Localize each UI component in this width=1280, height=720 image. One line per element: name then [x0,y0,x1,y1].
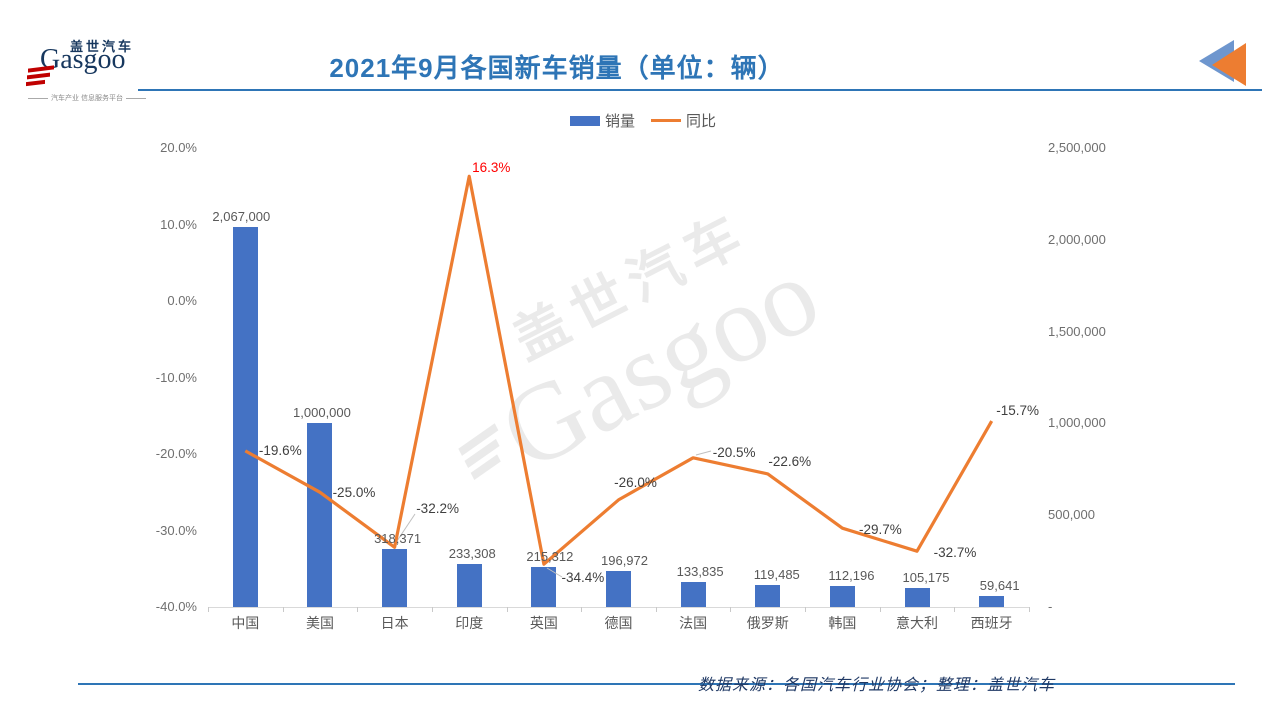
yoy-label: -26.0% [614,474,657,490]
footer-divider [78,683,1235,685]
bar-日本 [382,548,408,607]
bar-法国 [680,582,706,607]
category-label: 中国 [231,615,260,631]
title-underline [138,89,1262,91]
left-axis-tick-label: 0.0% [167,293,197,308]
bar-value-label: 59,641 [979,578,1020,594]
yoy-label: 16.3% [472,160,511,176]
category-label: 西班牙 [970,615,1013,631]
bar-value-label: 112,196 [828,568,875,584]
bar-value-label: 196,972 [601,552,648,568]
category-label: 英国 [529,615,558,631]
category-axis-tick [431,607,433,612]
yoy-label: -29.7% [859,522,902,538]
category-label: 法国 [679,615,708,631]
right-axis-tick-label: 2,000,000 [1048,231,1106,247]
category-label: 德国 [604,615,633,631]
logo-brand-en: Gasgoo [40,44,126,75]
label-leader-line [396,513,416,542]
yoy-line [244,174,994,566]
bar-美国 [307,423,333,607]
bar-俄罗斯 [755,585,781,607]
bar-value-label: 318,371 [374,530,422,546]
legend-item-sales: 销量 [570,110,635,131]
yoy-label: -19.6% [258,442,302,458]
right-axis-tick-label: 500,000 [1048,507,1095,523]
category-axis-line [208,607,1029,608]
category-label: 韩国 [828,615,857,631]
corner-arrows-icon [1199,40,1246,86]
category-label: 日本 [380,615,409,631]
right-axis-tick-label: - [1048,599,1053,614]
category-axis-tick [506,607,508,612]
bar-value-label: 2,067,000 [212,209,271,225]
left-axis-tick-label: 20.0% [160,140,197,155]
category-label: 美国 [305,615,334,631]
category-axis-tick [805,607,807,612]
category-axis-tick [954,607,956,612]
bar-德国 [606,570,631,607]
category-axis-tick [1029,607,1030,612]
bar-中国 [232,227,258,607]
legend-yoy-label: 同比 [686,113,717,130]
bar-value-label: 133,835 [676,564,724,580]
page-title: 2021年9月各国新车销量（单位：辆） [329,53,785,83]
left-axis-tick-label: -40.0% [155,599,197,614]
yoy-label: -20.5% [712,444,756,460]
bar-韩国 [829,586,855,607]
yoy-label: -32.2% [416,501,459,517]
bar-意大利 [904,587,930,607]
label-leader-line [695,450,712,456]
gasgoo-logo: 盖世汽车 Gasgoo 汽车产业 信息服务平台 [26,36,147,103]
yoy-swatch-icon [651,119,682,122]
yoy-label: -15.7% [996,403,1040,419]
bar-印度 [456,564,482,607]
bar-value-label: 1,000,000 [293,405,351,421]
yoy-label: -22.6% [768,453,812,469]
label-leader-line [546,567,563,578]
category-axis-tick [581,607,583,612]
category-axis-tick [879,607,881,612]
legend-item-yoy: 同比 [651,110,716,131]
logo-tagline: 汽车产业 信息服务平台 [28,93,147,103]
category-label: 俄罗斯 [746,615,789,631]
category-label: 印度 [455,615,484,631]
category-axis-tick [730,607,732,612]
yoy-label: -32.7% [933,545,977,561]
category-axis-tick [357,607,359,612]
bar-value-label: 119,485 [753,567,800,583]
right-axis-tick-label: 1,000,000 [1048,415,1106,431]
left-axis-tick-label: -10.0% [155,369,197,385]
yoy-label: -34.4% [561,570,605,586]
category-axis-tick [208,607,209,612]
bar-value-label: 215,312 [526,549,574,565]
left-axis-tick-label: 10.0% [160,216,197,232]
bar-西班牙 [979,596,1005,607]
left-axis-tick-label: -20.0% [155,446,197,461]
chart-legend: 销量 同比 [570,110,716,131]
category-axis-tick [282,607,284,612]
category-label: 意大利 [896,615,939,631]
bar-英国 [531,567,557,607]
bar-value-label: 233,308 [448,546,496,562]
category-axis-tick [655,607,657,612]
right-axis-tick-label: 2,500,000 [1048,140,1106,155]
data-source-note: 数据来源：各国汽车行业协会；整理：盖世汽车 [697,677,1055,694]
legend-sales-label: 销量 [605,113,636,130]
logo-brand-cn: 盖世汽车 [70,39,135,54]
sales-swatch-icon [570,115,600,126]
bar-value-label: 105,175 [902,569,950,585]
left-axis-tick-label: -30.0% [155,522,197,538]
right-axis-tick-label: 1,500,000 [1048,323,1106,339]
yoy-label: -25.0% [332,485,376,501]
